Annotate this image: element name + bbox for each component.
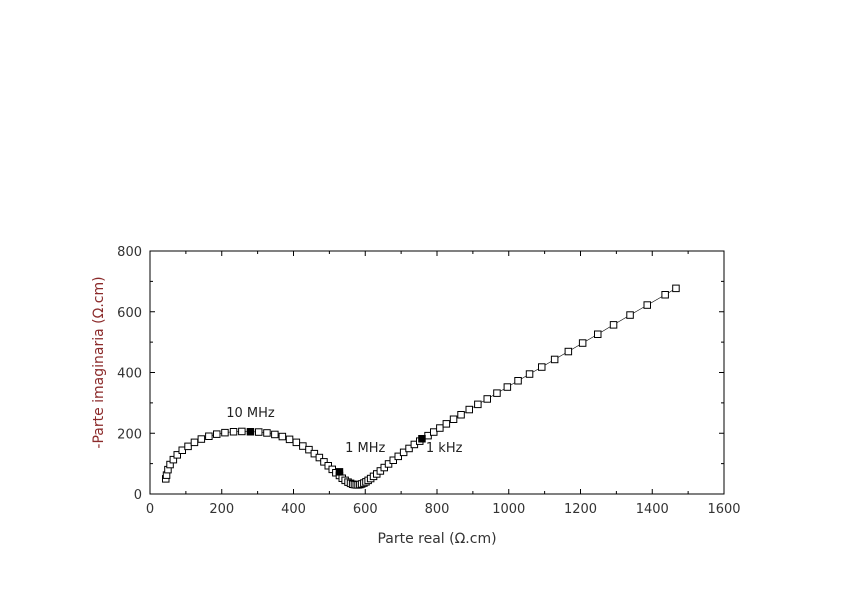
open-square-marker <box>184 442 192 451</box>
open-square-marker <box>263 429 271 437</box>
x-tick-label: 1400 <box>636 502 669 517</box>
open-square-marker <box>389 456 397 464</box>
x-tick-label: 0 <box>146 502 154 517</box>
open-square-marker <box>221 428 229 437</box>
open-square-marker <box>626 311 634 319</box>
open-square-marker <box>550 355 559 364</box>
open-square-marker <box>514 377 522 385</box>
open-square-marker <box>190 438 199 447</box>
x-tick-label: 1600 <box>707 502 740 517</box>
y-tick-label: 0 <box>134 488 142 503</box>
open-square-marker <box>449 415 458 423</box>
filled-square-marker <box>246 428 255 436</box>
annotation-label: 1 kHz <box>426 441 463 456</box>
filled-square-marker <box>418 435 426 443</box>
open-square-marker <box>594 330 602 338</box>
open-square-marker <box>564 347 573 356</box>
open-square-marker <box>320 458 328 466</box>
x-tick-label: 200 <box>209 502 234 517</box>
open-square-marker <box>271 430 279 439</box>
series-connector-line <box>165 288 677 486</box>
open-square-marker <box>255 428 263 436</box>
open-square-marker <box>213 430 221 438</box>
open-square-marker <box>465 405 473 414</box>
plot-frame <box>149 250 725 495</box>
open-square-marker <box>525 370 534 378</box>
open-square-marker <box>609 321 618 329</box>
open-square-marker <box>457 411 465 419</box>
open-square-marker <box>503 383 512 391</box>
filled-square-marker <box>335 468 344 476</box>
y-tick-label: 800 <box>117 245 142 260</box>
open-square-marker <box>643 301 651 309</box>
y-tick-label: 400 <box>117 367 142 382</box>
data-markers <box>162 284 680 489</box>
open-square-marker <box>661 291 669 299</box>
open-square-marker <box>305 445 313 454</box>
annotation-label: 10 MHz <box>226 406 275 421</box>
open-square-marker <box>178 446 186 454</box>
open-square-marker <box>278 432 287 441</box>
y-tick-label: 200 <box>117 427 142 442</box>
open-square-marker <box>238 427 246 436</box>
open-square-marker <box>310 449 319 458</box>
open-square-marker <box>292 438 301 447</box>
open-square-marker <box>394 452 402 461</box>
open-square-marker <box>483 395 491 403</box>
plot-area: 0 200 400 600 800 1000 1200 1400 1600 0 200 400 600… <box>117 245 740 517</box>
y-axis: 0 200 400 600 800 <box>117 245 724 503</box>
open-square-marker <box>197 435 206 443</box>
open-square-marker <box>578 339 587 347</box>
open-square-marker <box>493 389 501 397</box>
open-square-marker <box>442 420 451 428</box>
x-tick-label: 1200 <box>564 502 597 517</box>
annotations: 10 MHz 1 MHz 1 kHz <box>226 406 462 456</box>
open-square-marker <box>315 453 324 462</box>
open-square-marker <box>430 428 438 436</box>
y-tick-label: 600 <box>117 306 142 321</box>
x-tick-label: 600 <box>353 502 378 517</box>
open-square-marker <box>173 451 181 459</box>
open-square-marker <box>205 432 213 440</box>
x-axis-label: Parte real (Ω.cm) <box>377 531 496 547</box>
x-tick-label: 1000 <box>492 502 525 517</box>
open-square-marker <box>538 363 546 371</box>
x-tick-label: 800 <box>425 502 450 517</box>
open-square-marker <box>229 428 238 436</box>
open-square-marker <box>169 455 178 464</box>
open-square-marker <box>285 435 294 444</box>
open-square-marker <box>399 448 408 457</box>
open-square-marker <box>474 400 482 409</box>
annotation-label: 1 MHz <box>345 441 385 456</box>
open-square-marker <box>672 284 680 293</box>
open-square-marker <box>299 442 307 450</box>
x-axis: 0 200 400 600 800 1000 1200 1400 1600 <box>146 251 741 517</box>
x-tick-label: 400 <box>281 502 306 517</box>
y-axis-label: -Parte imaginaria (Ω.cm) <box>91 276 107 448</box>
open-square-marker <box>436 424 444 432</box>
open-square-marker <box>405 444 413 453</box>
